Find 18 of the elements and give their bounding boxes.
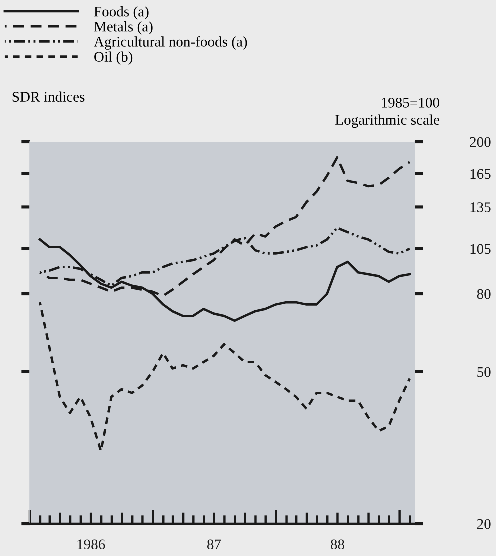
y-tick-label: 105 — [470, 244, 491, 254]
legend-label: Metals (a) — [94, 22, 153, 35]
y-tick-label: 135 — [470, 202, 491, 212]
text: Logarithmic scale — [336, 114, 440, 128]
x-tick-label: 88 — [330, 540, 344, 550]
legend-label: Foods (a) — [94, 6, 149, 20]
y-tick-label: 50 — [478, 367, 491, 378]
x-tick-label: 1986 — [78, 540, 106, 550]
y-tick-label: 165 — [470, 169, 491, 180]
y-axis-title: SDR indices — [12, 92, 85, 102]
y-tick-label: 20 — [477, 519, 491, 530]
legend-label: Oil (b) — [94, 52, 133, 65]
y-tick-label: 200 — [470, 137, 491, 148]
text: 1985=100 — [382, 98, 440, 108]
legend-label: Agricultural non-foods (a) — [94, 36, 248, 50]
line-series — [38, 301, 412, 452]
x-tick-label: 87 — [207, 540, 222, 550]
y-tick-label: 80 — [477, 289, 491, 300]
